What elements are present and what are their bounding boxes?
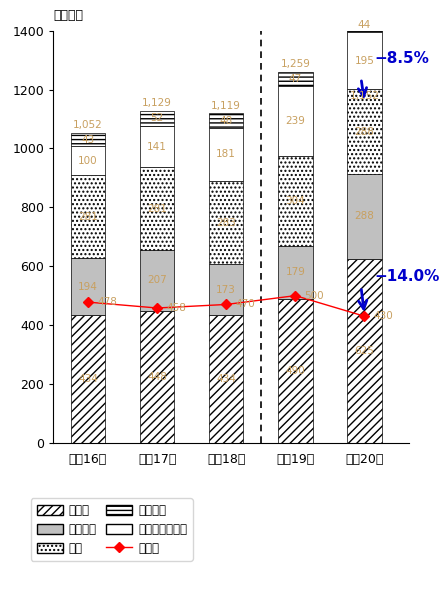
Text: 288: 288 [355,127,374,137]
Text: 239: 239 [285,116,305,126]
Bar [278,86,313,156]
Bar [347,174,382,259]
Text: 281: 281 [78,212,98,221]
Bar [278,298,313,443]
Text: 1,052: 1,052 [73,120,103,130]
Text: 500: 500 [304,291,324,301]
Bar [140,111,174,126]
Bar [278,246,313,298]
Text: 434: 434 [78,374,98,384]
Text: 1,259: 1,259 [280,59,310,69]
Text: 194: 194 [78,282,98,292]
Bar [140,167,174,250]
Text: 283: 283 [216,218,236,228]
Bar [71,258,105,315]
Text: 304: 304 [285,196,305,206]
Text: （万円）: （万円） [53,9,83,22]
Text: 470: 470 [235,300,255,309]
Text: 195: 195 [355,55,374,66]
Bar [209,181,243,264]
Text: 181: 181 [216,149,236,159]
Text: 1,152: 1,152 [349,91,380,101]
Bar [71,315,105,443]
Bar [278,156,313,246]
Bar [347,32,382,89]
Bar [140,311,174,443]
Text: 179: 179 [285,268,305,277]
Bar [209,113,243,127]
Text: 1,129: 1,129 [142,98,172,108]
Bar [347,19,382,32]
Bar [140,126,174,167]
Text: 141: 141 [147,141,167,151]
Bar [209,315,243,443]
Bar [278,72,313,86]
Bar [71,146,105,175]
Bar [209,127,243,181]
Bar [140,250,174,311]
Text: 1,119: 1,119 [211,100,241,111]
Text: 100: 100 [78,156,98,165]
Bar [71,175,105,258]
Bar [71,133,105,146]
Text: 173: 173 [216,285,236,295]
Text: 44: 44 [358,20,371,31]
Text: 434: 434 [216,374,236,384]
Text: 48: 48 [219,116,233,125]
Text: 288: 288 [355,212,374,221]
Bar [347,89,382,174]
Text: 490: 490 [285,366,305,376]
Text: 430: 430 [373,311,393,321]
Text: 281: 281 [147,204,167,213]
Text: 43: 43 [81,135,95,145]
Text: 478: 478 [97,297,117,307]
Text: 47: 47 [289,74,302,84]
Text: −14.0%: −14.0% [375,269,440,284]
Legend: 頴豪金, 郵便豪金, 保険, 有価証券, その他金融商品, 中央値: 頴豪金, 郵便豪金, 保険, 有価証券, その他金融商品, 中央値 [31,498,193,561]
Text: 458: 458 [166,303,186,313]
Text: 625: 625 [355,346,374,356]
Bar [209,264,243,315]
Bar [347,259,382,443]
Text: 207: 207 [147,276,167,285]
Text: 448: 448 [147,372,167,382]
Text: 52: 52 [150,113,164,123]
Text: −8.5%: −8.5% [375,52,430,66]
